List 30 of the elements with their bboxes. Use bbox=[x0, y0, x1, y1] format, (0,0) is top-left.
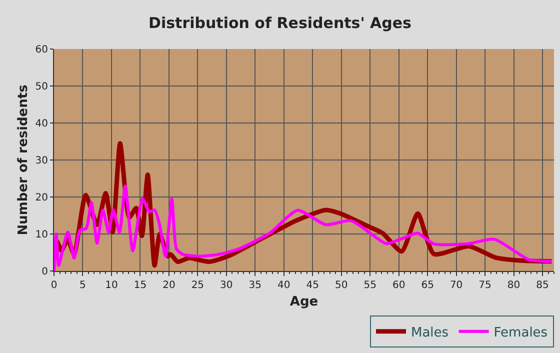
y-tick-label: 60 bbox=[35, 44, 48, 56]
x-tick-label: 15 bbox=[134, 280, 147, 291]
x-tick-label: 5 bbox=[80, 280, 86, 291]
x-tick-label: 65 bbox=[421, 280, 434, 291]
x-tick-label: 70 bbox=[450, 280, 463, 291]
x-tick-label: 35 bbox=[248, 280, 262, 291]
x-tick-label: 75 bbox=[478, 280, 492, 291]
x-tick-label: 10 bbox=[105, 280, 118, 291]
chart-title: Distribution of Residents' Ages bbox=[148, 14, 412, 32]
y-tick-label: 40 bbox=[35, 118, 48, 130]
y-tick-label: 50 bbox=[35, 82, 48, 92]
x-tick-label: 45 bbox=[306, 280, 319, 291]
legend-label: Females bbox=[494, 325, 548, 340]
y-tick-label: 30 bbox=[35, 156, 48, 166]
x-tick-label: 50 bbox=[334, 280, 348, 291]
x-tick-label: 30 bbox=[220, 280, 233, 291]
y-axis-title: Number of residents bbox=[16, 84, 32, 236]
x-tick-label: 40 bbox=[278, 280, 290, 291]
x-tick-label: 20 bbox=[162, 280, 176, 291]
x-tick-label: 60 bbox=[392, 280, 406, 291]
y-tick-label: 10 bbox=[35, 230, 48, 240]
x-tick-label: 85 bbox=[536, 280, 549, 291]
legend-label: Males bbox=[411, 325, 449, 340]
y-tick-label: 20 bbox=[35, 192, 48, 204]
x-tick-label: 0 bbox=[50, 280, 58, 291]
x-tick-label: 25 bbox=[191, 280, 204, 291]
x-tick-label: 80 bbox=[507, 280, 520, 291]
x-axis-title: Age bbox=[290, 294, 318, 310]
x-tick-label: 55 bbox=[364, 280, 376, 291]
y-tick-label: 0 bbox=[42, 266, 48, 278]
